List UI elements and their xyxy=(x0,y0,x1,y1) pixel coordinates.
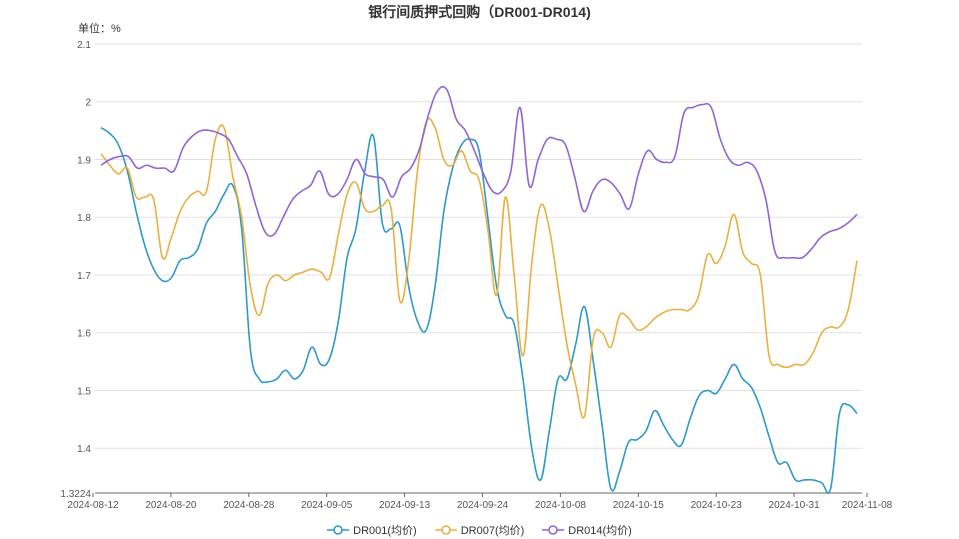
y-tick-label: 1.7 xyxy=(77,271,91,282)
legend-swatch xyxy=(327,525,350,535)
y-tick-label: 1.6 xyxy=(77,329,91,340)
series-line-1 xyxy=(100,127,858,494)
x-tick-label: 2024-10-23 xyxy=(691,500,743,511)
x-tick-label: 2024-08-12 xyxy=(67,500,119,511)
series-line-3 xyxy=(100,85,858,260)
legend-swatch-marker xyxy=(548,525,559,535)
y-tick-label: 2.1 xyxy=(77,40,91,51)
legend-label: DR007(均价) xyxy=(460,525,525,537)
y-tick-label: 1.3224 xyxy=(60,489,91,500)
legend: DR001(均价) DR007(均价) DR014(均价) xyxy=(0,522,959,538)
y-tick-label: 1.5 xyxy=(77,386,91,397)
legend-swatch xyxy=(542,525,565,535)
x-tick-label: 2024-10-31 xyxy=(769,500,821,511)
chart-title: 银行间质押式回购（DR001-DR014) xyxy=(368,4,591,20)
y-tick-label: 2 xyxy=(85,98,91,109)
legend-item[interactable]: DR001(均价) xyxy=(327,522,417,538)
y-tick-label: 1.8 xyxy=(77,213,91,224)
y-tick-label: 1.4 xyxy=(77,444,91,455)
x-tick-label: 2024-11-08 xyxy=(842,500,893,511)
x-tick-label: 2024-09-05 xyxy=(301,500,353,511)
y-tick-label: 1.9 xyxy=(77,155,91,166)
grid-lines xyxy=(95,43,862,494)
x-tick-label: 2024-09-24 xyxy=(457,500,509,511)
unit-label: 单位：% xyxy=(78,23,121,35)
series-lines xyxy=(100,85,858,494)
x-tick-label: 2024-08-20 xyxy=(145,500,197,511)
legend-swatch xyxy=(434,525,457,535)
legend-label: DR001(均价) xyxy=(353,525,417,537)
series-line-2 xyxy=(100,117,858,419)
x-tick-label: 2024-09-13 xyxy=(379,500,431,511)
legend-item[interactable]: DR014(均价) xyxy=(542,522,632,538)
x-tick-label: 2024-08-28 xyxy=(223,500,275,511)
legend-swatch-marker xyxy=(440,525,451,535)
x-tick-label: 2024-10-08 xyxy=(535,500,587,511)
legend-swatch-marker xyxy=(333,525,343,535)
legend-item[interactable]: DR007(均价) xyxy=(434,522,525,538)
x-tick-label: 2024-10-15 xyxy=(613,500,665,511)
legend-label: DR014(均价) xyxy=(568,525,632,537)
